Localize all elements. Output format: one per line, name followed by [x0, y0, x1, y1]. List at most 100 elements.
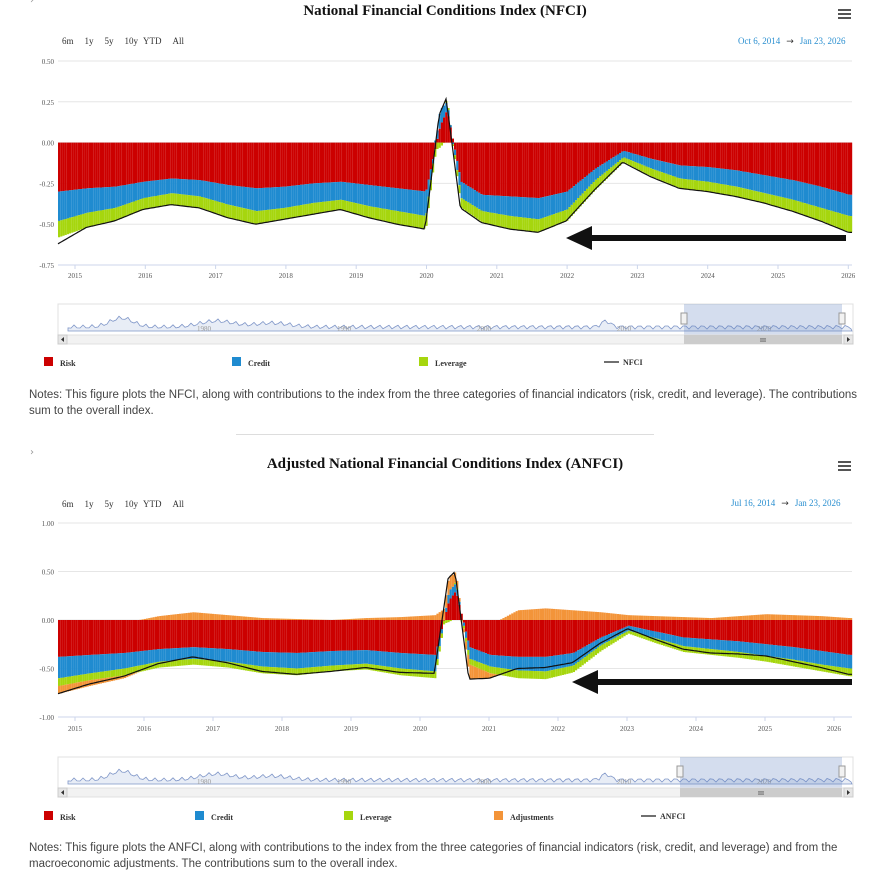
navigator-left-handle[interactable] — [680, 312, 688, 325]
bar-adjustments — [803, 615, 806, 620]
range-6m-button[interactable]: 6m — [62, 499, 74, 509]
bar-credit — [495, 195, 498, 214]
bar-risk — [509, 620, 512, 657]
bar-leverage — [742, 188, 745, 198]
bar-risk — [535, 142, 538, 198]
legend-item[interactable]: Adjustments — [494, 811, 554, 822]
legend-item[interactable]: Risk — [44, 357, 76, 368]
bar-risk — [64, 142, 67, 191]
navigator-right-handle[interactable] — [838, 312, 846, 325]
bar-risk — [559, 142, 562, 194]
bar-risk — [526, 142, 529, 198]
bar-credit — [86, 655, 89, 674]
range-10y-button[interactable]: 10y — [124, 499, 139, 509]
navigator-selection[interactable] — [684, 304, 842, 335]
range-1y-button[interactable]: 1y — [84, 36, 94, 46]
bar-credit — [381, 186, 384, 209]
bar-risk — [790, 142, 793, 180]
bar-leverage — [71, 676, 74, 684]
bar-risk — [561, 142, 564, 193]
bar-credit — [104, 187, 107, 210]
bar-leverage — [405, 212, 408, 226]
scrollbar-thumb[interactable] — [680, 788, 842, 797]
bar-leverage — [143, 197, 146, 210]
navigator-left-handle[interactable] — [676, 765, 684, 778]
bar-credit — [416, 653, 419, 670]
legend-item[interactable]: Leverage — [344, 811, 392, 822]
bar-leverage — [300, 205, 303, 217]
bar-credit — [784, 178, 787, 198]
bar-leverage — [832, 211, 835, 226]
bar-leverage — [801, 202, 804, 215]
date-from-input[interactable]: Jul 16, 2014 — [731, 498, 776, 508]
legend-item[interactable]: NFCI — [604, 358, 643, 367]
range-ytd-button[interactable]: YTD — [143, 36, 162, 46]
bar-credit — [458, 172, 461, 186]
bar-risk — [425, 620, 428, 655]
expand-caret-icon[interactable]: › — [30, 447, 34, 458]
legend-item[interactable]: Credit — [232, 357, 270, 368]
bar-adjustments — [352, 618, 355, 620]
bar-adjustments — [702, 617, 705, 620]
bar-leverage — [522, 670, 525, 679]
bar-credit — [143, 650, 146, 665]
chart-menu-icon[interactable] — [838, 9, 851, 20]
bar-credit — [768, 176, 771, 195]
bar-credit — [236, 186, 239, 207]
bar-leverage — [713, 182, 716, 193]
range-5y-button[interactable]: 5y — [104, 499, 114, 509]
bar-leverage — [324, 666, 327, 673]
bar-leverage — [157, 195, 160, 208]
bar-adjustments — [522, 609, 525, 620]
legend-item[interactable]: Leverage — [419, 357, 467, 368]
bar-credit — [660, 161, 663, 173]
bar-risk — [625, 142, 628, 152]
bar-adjustments — [566, 609, 569, 620]
range-6m-button[interactable]: 6m — [62, 36, 74, 46]
range-ytd-button[interactable]: YTD — [143, 499, 162, 509]
bar-credit — [658, 632, 661, 640]
bar-risk — [845, 142, 848, 194]
bar-risk — [115, 142, 118, 187]
legend-item[interactable]: ANFCI — [641, 812, 685, 821]
bar-adjustments — [403, 616, 406, 620]
navigator-selection[interactable] — [680, 757, 842, 788]
date-to-input[interactable]: Jan 23, 2026 — [794, 498, 841, 508]
range-all-button[interactable]: All — [172, 36, 185, 46]
bar-adjustments — [830, 616, 833, 620]
bar-leverage — [814, 206, 817, 220]
bar-risk — [271, 620, 274, 653]
bar-credit — [784, 646, 787, 659]
bar-credit — [810, 184, 813, 206]
x-tick-label: 2019 — [349, 272, 364, 280]
bar-credit — [724, 640, 727, 651]
bar-credit — [561, 192, 564, 212]
bar-credit — [214, 182, 217, 201]
navigator[interactable]: 19801990200020102020III — [57, 303, 854, 345]
expand-caret-icon[interactable]: › — [30, 0, 34, 6]
range-5y-button[interactable]: 5y — [104, 36, 114, 46]
bar-credit — [69, 656, 72, 677]
bar-credit — [693, 166, 696, 181]
bar-adjustments — [744, 615, 747, 620]
date-from-input[interactable]: Oct 6, 2014 — [738, 36, 781, 46]
bar-credit — [102, 187, 105, 211]
legend-item[interactable]: Credit — [195, 811, 233, 822]
bar-risk — [405, 142, 408, 190]
scrollbar-thumb[interactable] — [684, 335, 842, 344]
bar-risk — [335, 142, 338, 183]
range-10y-button[interactable]: 10y — [124, 36, 139, 46]
range-all-button[interactable]: All — [172, 499, 185, 509]
bar-leverage — [108, 670, 111, 678]
navigator[interactable]: 19801990200020102020III — [57, 756, 854, 798]
date-to-input[interactable]: Jan 23, 2026 — [799, 36, 846, 46]
bar-leverage — [429, 671, 432, 678]
navigator-right-handle[interactable] — [838, 765, 846, 778]
bar-risk — [240, 620, 243, 651]
bar-credit — [271, 187, 274, 210]
legend-item[interactable]: Risk — [44, 811, 76, 822]
bar-risk — [82, 620, 85, 656]
range-1y-button[interactable]: 1y — [84, 499, 94, 509]
chart-menu-icon[interactable] — [838, 461, 851, 472]
bar-credit — [84, 188, 87, 214]
